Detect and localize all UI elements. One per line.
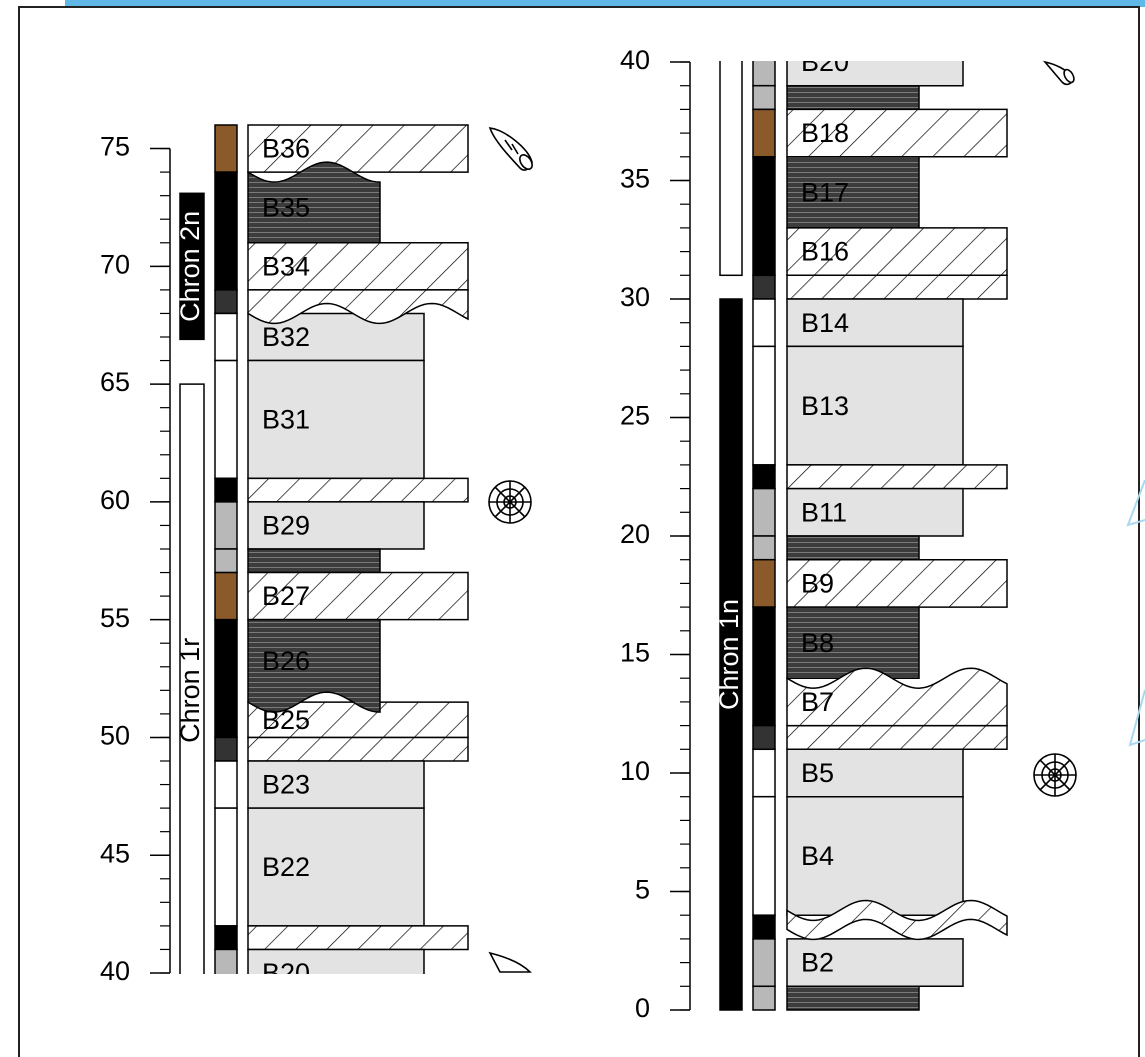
color-segment [753, 560, 775, 607]
bed [787, 86, 919, 110]
bed [248, 478, 468, 502]
color-segment [215, 478, 237, 502]
y-tick-label: 25 [620, 401, 650, 431]
bed-label: B23 [262, 770, 310, 800]
color-segment [753, 346, 775, 465]
ammonite-icon [489, 481, 531, 523]
bed-label: B36 [262, 134, 310, 164]
bed-label: B26 [262, 646, 310, 676]
bed [787, 726, 1007, 750]
color-segment [753, 157, 775, 275]
color-segment [753, 299, 775, 346]
chron-label: Chron 1n [714, 599, 744, 710]
bed-label: B5 [801, 758, 834, 788]
color-segment [753, 275, 775, 299]
bed-label: B31 [262, 405, 310, 435]
y-tick-label: 65 [100, 367, 130, 397]
bed-label: B22 [262, 852, 310, 882]
color-segment [753, 536, 775, 560]
chron-label: Chron 2n [175, 211, 205, 322]
bed-label: B25 [262, 705, 310, 735]
bed-label: B9 [801, 569, 834, 599]
bed-label: B7 [801, 687, 834, 717]
bed [248, 737, 468, 761]
bed-label: B34 [262, 251, 310, 281]
color-segment [753, 986, 775, 1010]
color-segment [215, 737, 237, 761]
y-tick-label: 5 [635, 875, 650, 905]
color-segment [753, 726, 775, 750]
y-tick-label: 70 [100, 249, 130, 279]
figure: Chron 2nChron 1rB36B35B34B32B31B29B27B26… [0, 0, 1145, 1057]
color-segment [215, 573, 237, 620]
bed-label: B14 [801, 308, 849, 338]
color-segment [753, 465, 775, 489]
color-segment [215, 761, 237, 808]
color-segment [215, 620, 237, 738]
ammonite-icon [1034, 754, 1076, 796]
bed-label: B11 [801, 497, 847, 527]
y-tick-label: 75 [100, 132, 130, 162]
chron-label: Chron 1r [175, 638, 205, 743]
color-segment [215, 926, 237, 950]
y-tick-label: 40 [100, 956, 130, 986]
color-segment [215, 290, 237, 314]
y-tick-label: 10 [620, 756, 650, 786]
bed-label: B13 [801, 391, 849, 421]
color-segment [753, 109, 775, 156]
bed [787, 536, 919, 560]
color-segment [753, 939, 775, 986]
y-tick-label: 30 [620, 282, 650, 312]
color-segment [215, 549, 237, 573]
color-segment [753, 915, 775, 939]
bed [787, 465, 1007, 489]
bed [787, 275, 1007, 299]
y-tick-label: 50 [100, 721, 130, 751]
bed-label: B29 [262, 511, 310, 541]
y-tick-label: 40 [620, 45, 650, 75]
bed-label: B35 [262, 193, 310, 223]
color-segment [215, 502, 237, 549]
bed [787, 986, 919, 1010]
y-tick-label: 35 [620, 164, 650, 194]
color-segment [753, 607, 775, 726]
top-band [65, 0, 1145, 7]
bed-label: B17 [801, 177, 849, 207]
color-segment [215, 808, 237, 926]
bed [248, 549, 380, 573]
y-tick-label: 20 [620, 519, 650, 549]
y-tick-label: 45 [100, 838, 130, 868]
bed-label: B16 [801, 237, 849, 267]
color-segment [215, 172, 237, 290]
page: Chron 2nChron 1rB36B35B34B32B31B29B27B26… [0, 0, 1145, 1057]
bed-label: B18 [801, 118, 849, 148]
y-tick-label: 60 [100, 485, 130, 515]
color-segment [215, 313, 237, 360]
bed-label: B32 [262, 322, 310, 352]
bed [248, 926, 468, 950]
y-tick-label: 15 [620, 638, 650, 668]
bed-label: B27 [262, 581, 310, 611]
y-tick-label: 0 [635, 993, 650, 1023]
color-segment [215, 361, 237, 479]
bed-label: B8 [801, 628, 834, 658]
color-segment [753, 489, 775, 536]
bed-label: B4 [801, 841, 834, 871]
color-segment [753, 86, 775, 110]
color-segment [753, 797, 775, 916]
color-segment [215, 125, 237, 172]
y-tick-label: 55 [100, 603, 130, 633]
color-segment [753, 749, 775, 796]
bed-label: B2 [801, 948, 834, 978]
chron-bar [720, 38, 742, 275]
